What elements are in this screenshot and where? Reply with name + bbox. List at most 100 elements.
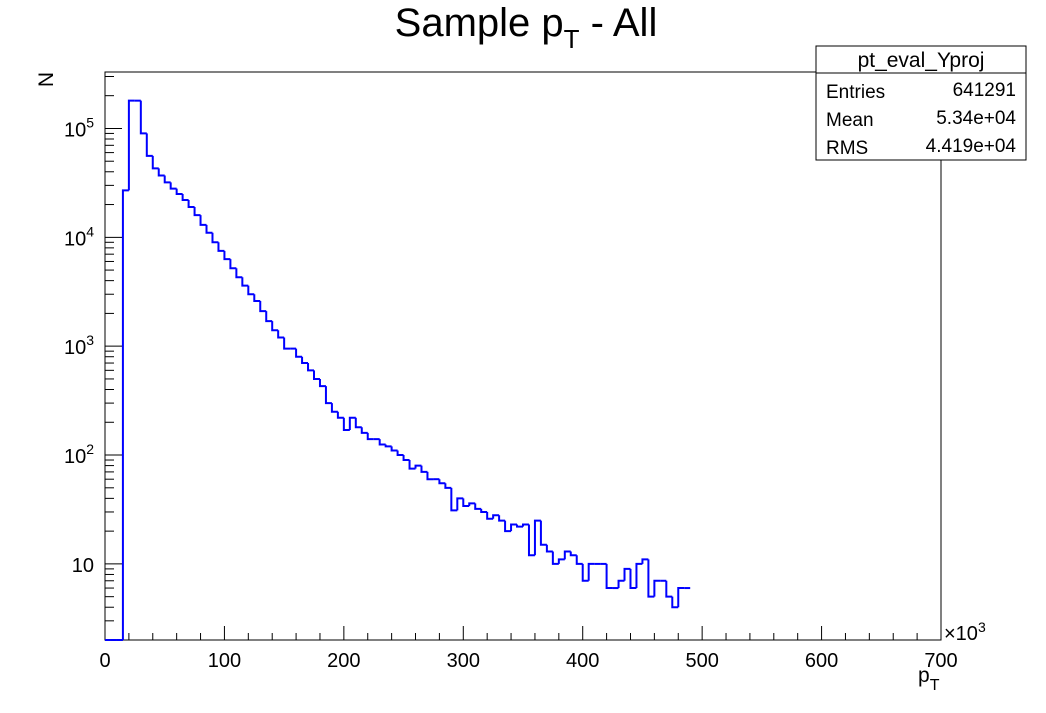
histogram-bin (665, 580, 673, 598)
axes: 0 100 200 300 400 500 600 700 10 102 103 104 105 (64, 76, 958, 672)
stats-box-title: pt_eval_Yproj (858, 49, 985, 72)
histogram-bin (223, 250, 231, 261)
x-tick-label: 700 (924, 650, 957, 672)
histogram-bin (522, 523, 529, 527)
histogram-bin (348, 416, 356, 430)
stats-box-frame (815, 45, 1027, 161)
histogram-bin (301, 356, 309, 365)
histogram-bin (396, 450, 404, 457)
y-tick-label: 105 (64, 114, 94, 141)
histogram-bin (307, 363, 314, 372)
histogram-bin (587, 562, 595, 581)
histogram-bin (390, 446, 398, 452)
x-tick-label: 400 (566, 650, 599, 672)
y-tick-label: 104 (64, 223, 94, 250)
histogram-bin (157, 168, 165, 177)
x-axis-title-subscript: T (930, 677, 940, 694)
histogram-bin (127, 99, 135, 191)
histogram-bin (342, 417, 350, 431)
histogram-bin (444, 483, 452, 489)
histogram-bin (354, 417, 362, 429)
histogram-bin (313, 370, 320, 380)
histogram-bin (229, 259, 237, 270)
x-tick-label: 500 (685, 650, 718, 672)
x-axis-multiplier: ×103 (944, 619, 986, 645)
histogram-bin (563, 550, 571, 560)
histogram-bin (217, 242, 225, 252)
histogram-bin (492, 514, 500, 519)
histogram-bin (468, 502, 476, 507)
x-axis-title-main: p (918, 664, 930, 687)
histogram-bin (324, 386, 332, 405)
histogram-bin (480, 508, 488, 513)
x-tick-label: 0 (99, 650, 110, 672)
histogram-bin (456, 497, 464, 511)
histogram-bin (647, 559, 655, 598)
histogram-bin (551, 551, 559, 565)
histogram-bin (211, 232, 219, 244)
histogram-bin (498, 515, 506, 522)
stats-rms-value: 4.419e+04 (926, 136, 1017, 157)
histogram-bin (271, 321, 279, 332)
y-tick-label: 10 (72, 555, 94, 577)
histogram-bin (575, 555, 583, 565)
histogram-bin (539, 520, 547, 546)
histogram-bin (414, 464, 422, 469)
plot-frame (104, 71, 942, 641)
histogram-bin (629, 568, 637, 590)
histogram-bin (510, 523, 518, 532)
histogram-bin (486, 511, 494, 520)
histogram-bin (360, 427, 368, 434)
histogram-bin (677, 587, 685, 608)
histogram-bin (623, 567, 631, 581)
histogram-bin (516, 524, 523, 528)
histogram-bin (581, 563, 589, 582)
histogram-bin (205, 224, 213, 234)
stats-mean-label: Mean (826, 110, 874, 131)
x-axis-multiplier-base: ×10 (944, 623, 978, 645)
histogram-bin (175, 188, 183, 195)
histogram-bin (283, 337, 291, 350)
histogram-bin (169, 182, 177, 190)
x-tick-label: 600 (805, 650, 838, 672)
histogram-bin (295, 348, 303, 358)
y-tick-label: 102 (64, 441, 94, 468)
stats-box: pt_eval_Yproj Entries 641291 Mean 5.34e+… (815, 45, 1027, 161)
histogram-bin (378, 439, 386, 446)
histogram-bin (259, 301, 267, 313)
histogram-bin (527, 524, 535, 557)
stats-rms-label: RMS (826, 138, 868, 159)
histogram-bin (504, 520, 512, 533)
histogram-bin (420, 465, 428, 473)
x-axis-title: pT (918, 664, 940, 694)
stats-entries-value: 641291 (953, 80, 1016, 101)
histogram-bin (241, 277, 249, 287)
histogram-bin (145, 133, 153, 157)
histogram-bin (187, 200, 195, 208)
stats-entries-label: Entries (826, 82, 885, 103)
histogram-series (105, 99, 691, 641)
histogram-bin (277, 330, 285, 339)
histogram-bin (336, 411, 344, 419)
histogram-bin (569, 551, 577, 557)
histogram-bin (235, 268, 243, 279)
histogram-bin (247, 285, 255, 296)
histogram-bin (635, 562, 643, 589)
histogram-bin (253, 294, 261, 303)
histogram-bin (151, 155, 159, 170)
histogram-bin (139, 100, 147, 135)
chart-title-subscript: T (564, 24, 580, 54)
y-tick-label: 103 (64, 332, 94, 359)
chart-title: Sample pT - All (395, 1, 658, 54)
histogram-bin (533, 519, 541, 556)
histogram-bin (617, 579, 625, 589)
x-axis-multiplier-exponent: 3 (978, 619, 986, 635)
stats-mean-value: 5.34e+04 (936, 108, 1016, 129)
histogram-bin (653, 579, 661, 597)
histogram-bin (408, 460, 416, 470)
histogram-bin (474, 503, 482, 510)
histogram-bin (438, 479, 446, 485)
histogram-bin (402, 455, 410, 462)
histogram-bin (671, 596, 679, 609)
